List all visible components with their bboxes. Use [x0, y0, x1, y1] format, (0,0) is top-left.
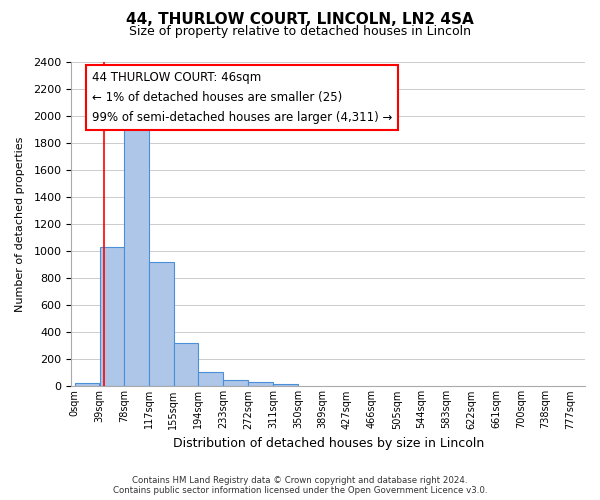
Y-axis label: Number of detached properties: Number of detached properties	[15, 136, 25, 312]
Bar	[149, 262, 174, 386]
Bar	[248, 382, 273, 386]
Text: 44 THURLOW COURT: 46sqm
← 1% of detached houses are smaller (25)
99% of semi-det: 44 THURLOW COURT: 46sqm ← 1% of detached…	[92, 71, 392, 124]
Text: Contains HM Land Registry data © Crown copyright and database right 2024.
Contai: Contains HM Land Registry data © Crown c…	[113, 476, 487, 495]
Bar	[74, 383, 99, 386]
Bar	[199, 372, 223, 386]
Bar	[173, 343, 198, 386]
Bar	[223, 380, 248, 386]
X-axis label: Distribution of detached houses by size in Lincoln: Distribution of detached houses by size …	[173, 437, 484, 450]
Bar	[124, 129, 149, 386]
Text: 44, THURLOW COURT, LINCOLN, LN2 4SA: 44, THURLOW COURT, LINCOLN, LN2 4SA	[126, 12, 474, 28]
Bar	[100, 247, 124, 386]
Text: Size of property relative to detached houses in Lincoln: Size of property relative to detached ho…	[129, 25, 471, 38]
Bar	[273, 384, 298, 386]
